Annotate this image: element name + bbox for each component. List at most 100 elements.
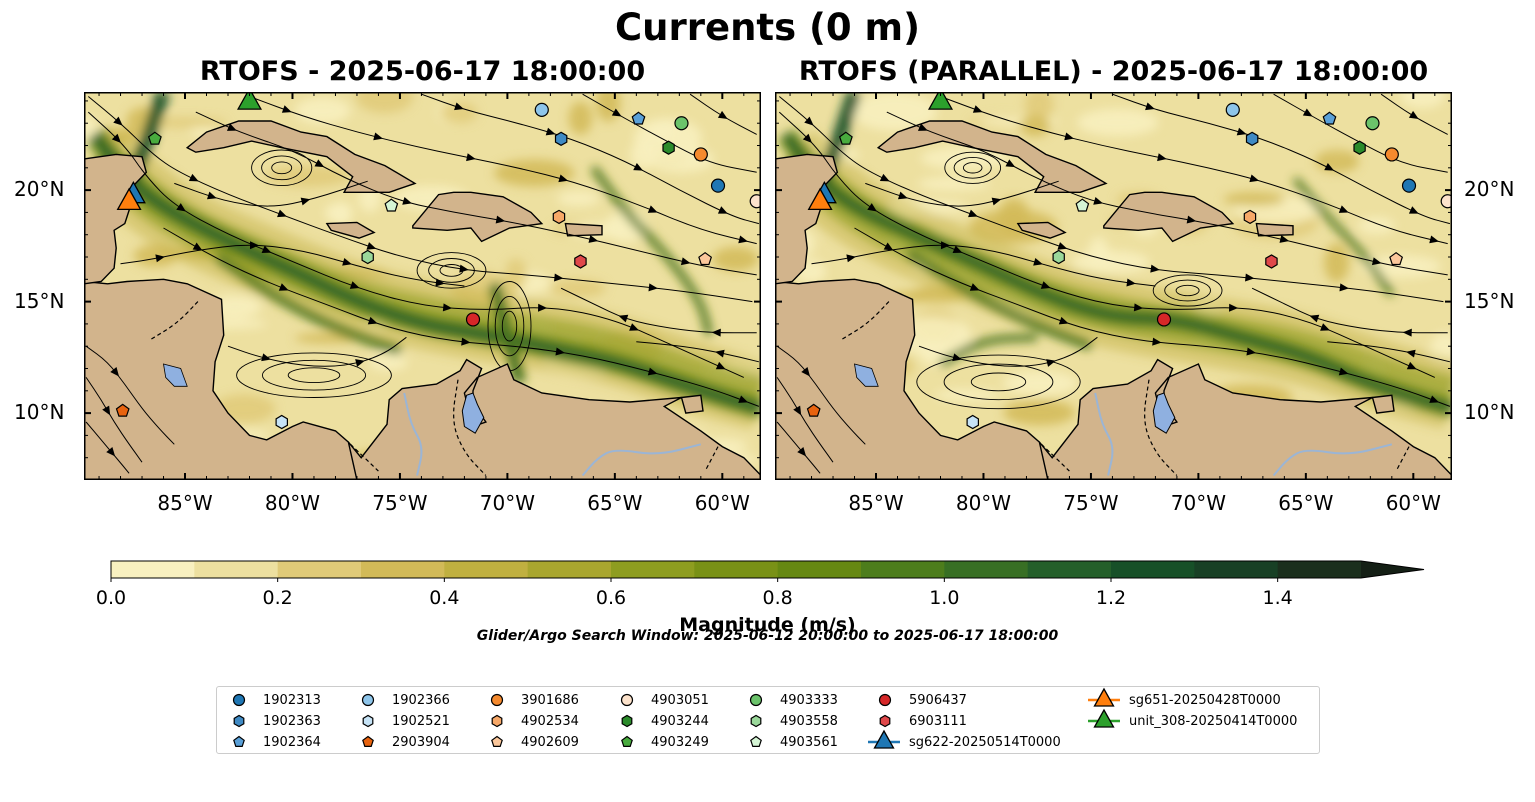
legend-marker-1902366 — [361, 693, 375, 707]
legend-marker-1902363 — [233, 714, 245, 728]
legend: 1902313 1902363 1902364 1902366 1902521 29039… — [216, 686, 1320, 754]
legend-marker-5906437 — [878, 693, 892, 707]
float-marker-1902364 — [631, 111, 646, 125]
float-marker-6903111 — [1265, 254, 1278, 269]
gliders — [116, 92, 263, 211]
streamline-arrow — [1338, 205, 1349, 213]
streamline — [87, 96, 753, 303]
lat-tick-label-right: 15°N — [1464, 288, 1515, 313]
float-marker-1902366 — [534, 102, 549, 117]
float-marker-1902364 — [1322, 111, 1337, 125]
streamline-arrow — [461, 337, 471, 346]
streamline-arrow — [342, 257, 352, 266]
legend-marker-1902364 — [233, 735, 245, 747]
streamline-arrow — [1246, 347, 1256, 356]
eddy-streamline — [494, 295, 525, 357]
streamline-arrow — [314, 159, 325, 168]
legend-item-4903558: 4903558 — [744, 712, 838, 730]
legend-marker-1902313 — [232, 693, 246, 707]
streamline-arrow — [102, 405, 111, 416]
streamline-arrow — [454, 102, 464, 111]
country-border — [1041, 443, 1070, 472]
legend-label: sg651-20250428T0000 — [1129, 692, 1281, 708]
legend-label: 1902363 — [263, 713, 321, 729]
eddy-streamline — [261, 359, 367, 391]
legend-item-1902364: 1902364 — [227, 733, 321, 751]
colorbar-segment — [527, 561, 612, 578]
legend-label: 4902609 — [521, 734, 579, 750]
streamline-arrow — [558, 174, 569, 183]
panel-title-parallel: RTOFS (PARALLEL) - 2025-06-17 18:00:00 — [798, 56, 1429, 87]
streamline — [689, 93, 757, 135]
streamline-arrow — [111, 133, 122, 143]
streamline-arrow — [801, 366, 811, 377]
streamline-arrow — [349, 281, 360, 289]
colorbar-segment — [694, 561, 779, 578]
legend-item-4902609: 4902609 — [485, 733, 579, 751]
legend-item-unit_308-20250414T0000: unit_308-20250414T0000 — [1087, 708, 1297, 730]
eddy-streamline — [916, 354, 1081, 410]
eddy-streamline — [944, 151, 1002, 184]
streamline-arrow — [1064, 132, 1074, 141]
streamline-arrow — [879, 173, 890, 182]
coastline-centralAmerica — [84, 278, 358, 480]
lat-tick-label-right: 10°N — [1464, 400, 1515, 425]
colorbar-segment — [277, 561, 362, 578]
lake-nicaragua — [163, 363, 188, 387]
eddy-streamline — [236, 352, 392, 398]
legend-item-1902313: 1902313 — [227, 691, 321, 709]
streamline-arrow — [366, 242, 377, 250]
eddy-streamline — [943, 363, 1054, 401]
legend-label: 3901686 — [521, 692, 579, 708]
streamline-arrow — [355, 359, 365, 367]
streamline — [227, 336, 407, 367]
float-marker-1902521 — [275, 414, 288, 430]
streamline — [1251, 287, 1448, 334]
country-border — [704, 446, 719, 472]
coastline-yucatan — [775, 92, 839, 285]
float-marker-4902534 — [1243, 209, 1257, 225]
coastline-trinidad — [680, 394, 704, 414]
streamline-arrow — [1371, 257, 1382, 266]
streamline-arrow — [459, 264, 469, 273]
eddy-streamline — [962, 162, 983, 174]
streamline-arrow — [680, 257, 691, 266]
lon-tick-label: 75°W — [1063, 491, 1119, 515]
streamline-arrow — [537, 303, 548, 312]
streamline-arrow — [588, 235, 599, 243]
legend-label: 1902366 — [392, 692, 450, 708]
streamline-arrow — [1046, 359, 1056, 367]
streamline-arrow — [968, 209, 978, 218]
streamline-arrow — [495, 215, 506, 224]
streamline-arrow — [1402, 328, 1412, 337]
legend-label: 4903051 — [651, 692, 709, 708]
eddy-streamline — [271, 161, 293, 175]
colorbar-label: Magnitude (m/s) — [679, 614, 856, 636]
streamline — [778, 111, 1436, 378]
legend-item-3901686: 3901686 — [485, 691, 579, 709]
streamline-arrow — [804, 116, 814, 126]
streamline — [163, 227, 760, 407]
streamline-arrow — [647, 367, 658, 376]
streamline-arrow — [1408, 206, 1419, 214]
legend-label: 6903111 — [909, 713, 967, 729]
coastline-puertoRico — [564, 222, 603, 237]
colorbar-segment — [777, 561, 862, 578]
colorbar-segment — [361, 561, 445, 578]
coastline-puertoRico — [1255, 222, 1294, 237]
legend-item-4903244: 4903244 — [615, 712, 709, 730]
streamline-arrow — [717, 110, 728, 119]
country-border — [350, 443, 379, 472]
country-border — [1144, 379, 1178, 476]
lon-tick-label: 70°W — [479, 491, 535, 515]
float-marker-1902313 — [710, 178, 726, 193]
float-marker-6903111 — [574, 254, 587, 269]
colorbar-segment — [1277, 561, 1362, 578]
streamline-arrow — [648, 283, 658, 292]
lat-tick-label-left: 15°N — [14, 288, 65, 313]
streamline-arrow — [261, 245, 272, 253]
streamline-arrow — [261, 353, 271, 362]
streamline-arrow — [618, 314, 629, 323]
streamline-arrow — [883, 242, 894, 251]
eddy-streamline — [501, 310, 518, 342]
